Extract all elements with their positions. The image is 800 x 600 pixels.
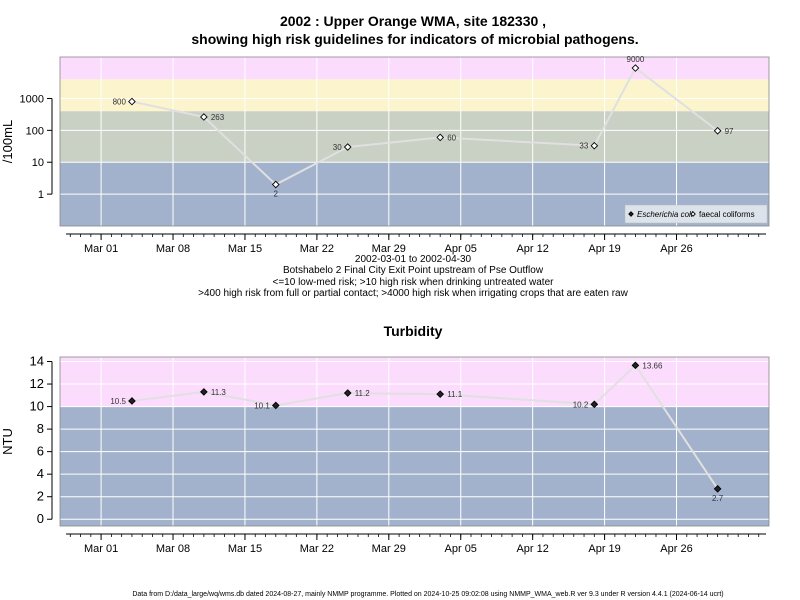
data-label: 800 (113, 98, 127, 107)
y-axis-label: NTU (0, 428, 15, 455)
x-tick-label: Apr 05 (445, 543, 477, 555)
x-tick-label: Apr 12 (516, 543, 548, 555)
data-label: 11.1 (447, 390, 463, 399)
y-tick-label: 10 (30, 399, 44, 414)
data-label: 263 (211, 113, 225, 122)
data-label: 9000 (627, 55, 645, 64)
chart-subtitle: showing high risk guidelines for indicat… (191, 31, 638, 47)
data-point (271, 401, 280, 410)
data-label: 10.2 (573, 400, 589, 409)
microbial-chart: 1 10 100 1000/100mL Mar 01 Mar 08 Mar 15 Mar 22… (0, 55, 770, 255)
x-tick-label: Mar 29 (372, 543, 406, 555)
x-tick-label: Mar 08 (156, 543, 190, 555)
x-tick-label: Apr 12 (516, 243, 548, 255)
data-label: 13.66 (642, 361, 663, 370)
data-label: 10.1 (254, 401, 270, 410)
risk-band (60, 357, 769, 407)
legend-label: faecal coliforms (699, 210, 755, 219)
data-point (436, 133, 445, 142)
data-point (713, 484, 722, 493)
footer-note: Data from D:/data_large/wq/wms.db dated … (132, 591, 723, 598)
x-tick-label: Apr 19 (588, 243, 620, 255)
data-point (436, 390, 445, 399)
turbidity-chart: 0 2 4 6 8 10 12 14 NTU Mar 01 Mar 08 Mar 15 Mar 22 Ma… (0, 354, 770, 555)
y-tick-label: 0 (37, 511, 44, 526)
risk-band (60, 79, 769, 112)
x-tick-label: Mar 08 (156, 243, 190, 255)
y-tick-label: 14 (30, 354, 44, 369)
x-tick-label: Apr 26 (660, 243, 692, 255)
data-point (200, 113, 208, 121)
data-point (631, 361, 640, 370)
data-label: 11.2 (355, 389, 371, 398)
x-tick-label: Apr 26 (660, 543, 692, 555)
data-label: 11.3 (211, 388, 227, 397)
chart-title: 2002 : Upper Orange WMA, site 182330 , (280, 13, 546, 29)
data-point (128, 397, 136, 405)
data-label: 33 (579, 142, 588, 151)
caption-site: Botshabelo 2 Final City Exit Point upstr… (283, 265, 544, 276)
y-tick-label: 10 (32, 157, 44, 169)
y-tick-label: 4 (37, 466, 44, 481)
risk-band (60, 406, 769, 526)
data-point (631, 64, 640, 72)
y-tick-label: 6 (37, 444, 44, 459)
data-label: 30 (333, 143, 342, 152)
legend-box (624, 204, 768, 224)
legend-label: Escherichia coli (637, 210, 693, 219)
data-label: 2 (274, 190, 279, 199)
x-tick-label: Mar 15 (228, 243, 262, 255)
x-tick-label: Apr 19 (588, 543, 620, 555)
y-tick-label: 2 (37, 489, 44, 504)
x-tick-label: Mar 29 (372, 243, 406, 255)
data-point (271, 180, 280, 189)
data-label: 10.5 (110, 397, 126, 406)
x-tick-label: Mar 01 (84, 543, 118, 555)
caption-date-range: 2002-03-01 to 2002-04-30 (355, 254, 472, 265)
legend: Escherichia coli faecal coliforms (624, 204, 768, 224)
turbidity-title: Turbidity (384, 323, 443, 339)
x-tick-label: Apr 05 (445, 243, 477, 255)
y-tick-label: 1 (38, 189, 44, 201)
x-tick-label: Mar 01 (84, 243, 118, 255)
risk-band (60, 57, 769, 80)
y-tick-label: 100 (26, 125, 44, 137)
series-line (131, 363, 719, 490)
data-label: 97 (725, 127, 734, 136)
x-tick-label: Mar 22 (300, 543, 334, 555)
y-axis-label: /100mL (0, 120, 15, 163)
data-point (343, 389, 352, 397)
y-tick-label: 8 (37, 421, 44, 436)
data-label: 2.7 (712, 494, 724, 503)
caption-guideline-contact: >400 high risk from full or partial cont… (198, 288, 628, 299)
plot-frame (59, 356, 770, 527)
legend-marker (628, 211, 634, 217)
legend-marker (690, 211, 696, 217)
y-tick-label: 12 (30, 376, 44, 391)
data-point (128, 97, 136, 106)
data-label: 60 (447, 133, 456, 142)
caption-guideline-drinking: <=10 low-med risk; >10 high risk when dr… (273, 277, 555, 288)
data-point (200, 388, 208, 396)
x-tick-label: Mar 15 (228, 543, 262, 555)
data-point (343, 143, 352, 151)
x-tick-label: Mar 22 (300, 243, 334, 255)
data-point (713, 126, 722, 135)
risk-band (60, 111, 769, 163)
data-point (590, 141, 599, 150)
plot-frame (59, 56, 770, 227)
series-line (131, 66, 719, 186)
data-point (590, 400, 599, 409)
y-tick-label: 1000 (20, 93, 44, 105)
